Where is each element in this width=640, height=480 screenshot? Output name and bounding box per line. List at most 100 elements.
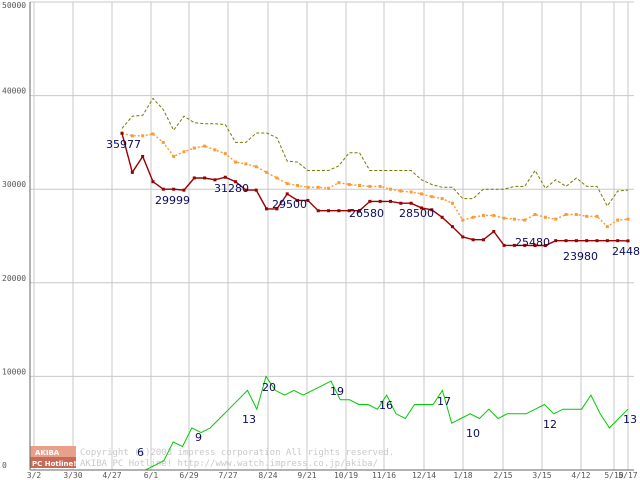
series-point-avg_price <box>337 181 341 185</box>
series-point-avg_price <box>172 154 176 158</box>
series-point-min_price <box>440 215 444 219</box>
series-point-avg_price <box>296 183 300 187</box>
series-point-min_price <box>265 207 269 211</box>
series-point-avg_price <box>285 182 289 186</box>
data-label: 19 <box>330 385 344 398</box>
watermark-logo-bottom <box>30 457 76 468</box>
series-point-min_price <box>337 209 341 213</box>
series-point-avg_price <box>419 192 423 196</box>
series-point-min_price <box>481 238 485 242</box>
x-tick-label: 3/15 <box>532 471 551 480</box>
data-label: 25480 <box>515 236 550 249</box>
series-point-avg_price <box>543 215 547 219</box>
axes <box>29 2 634 471</box>
series-point-avg_price <box>327 186 331 190</box>
series-point-min_price <box>316 209 320 213</box>
series-point-avg_price <box>533 212 537 216</box>
series-point-min_price <box>605 239 609 243</box>
data-label: 13 <box>623 413 637 426</box>
series-point-min_price <box>626 239 630 243</box>
series-point-avg_price <box>306 185 310 189</box>
series-point-avg_price <box>564 212 568 216</box>
data-label: 10 <box>466 427 480 440</box>
series-layer <box>34 97 630 471</box>
y-tick-label: 10000 <box>2 367 26 376</box>
series-point-min_price <box>543 244 547 248</box>
series-point-avg_price <box>523 218 527 222</box>
series-point-min_price <box>203 176 207 180</box>
data-label: 6 <box>137 446 144 459</box>
series-point-avg_price <box>347 183 351 187</box>
series-point-avg_price <box>440 197 444 201</box>
x-tick-label: 1/18 <box>453 471 472 480</box>
series-point-avg_price <box>265 170 269 174</box>
series-point-min_price <box>161 187 165 191</box>
series-point-min_price <box>502 243 506 247</box>
series-point-min_price <box>512 243 516 247</box>
series-point-avg_price <box>141 134 145 138</box>
series-point-min_price <box>492 230 496 234</box>
x-tick-label: 5/10 <box>604 471 623 480</box>
series-point-avg_price <box>182 150 186 154</box>
series-point-min_price <box>223 175 227 179</box>
data-label: 29999 <box>155 194 190 207</box>
series-point-avg_price <box>605 225 609 229</box>
series-point-avg_price <box>203 144 207 148</box>
series-point-avg_price <box>554 217 558 221</box>
series-point-min_price <box>450 225 454 229</box>
series-point-min_price <box>358 209 362 213</box>
series-point-avg_price <box>316 185 320 189</box>
series-point-min_price <box>275 207 279 211</box>
series-point-min_price <box>471 238 475 242</box>
series-point-avg_price <box>461 218 465 222</box>
series-point-avg_price <box>388 187 392 191</box>
series-point-avg_price <box>481 213 485 217</box>
y-tick-label: 40000 <box>2 87 26 96</box>
series-point-avg_price <box>595 214 599 218</box>
series-point-min_price <box>296 198 300 202</box>
data-label: 35977 <box>106 138 141 151</box>
series-point-min_price <box>254 188 258 192</box>
series-point-avg_price <box>234 160 238 164</box>
series-point-avg_price <box>161 140 165 144</box>
data-label: 16 <box>379 399 393 412</box>
series-point-min_price <box>120 131 124 135</box>
series-point-min_price <box>368 199 372 203</box>
series-point-avg_price <box>192 146 196 150</box>
watermark: AKIBA PC Hotline! Copyright (c)2003 impr… <box>30 446 394 469</box>
x-tick-label: 12/14 <box>412 471 436 480</box>
series-point-min_price <box>192 176 196 180</box>
series-point-avg_price <box>512 217 516 221</box>
series-point-min_price <box>554 239 558 243</box>
series-point-avg_price <box>626 217 630 221</box>
data-label: 12 <box>543 418 557 431</box>
data-label: 20 <box>262 381 276 394</box>
series-point-avg_price <box>368 184 372 188</box>
series-point-min_price <box>306 198 310 202</box>
y-tick-label: 0 <box>2 461 7 470</box>
series-point-avg_price <box>492 213 496 217</box>
data-label: 9 <box>195 431 202 444</box>
series-point-min_price <box>347 209 351 213</box>
series-point-avg_price <box>213 148 217 152</box>
series-point-min_price <box>399 201 403 205</box>
series-point-min_price <box>616 239 620 243</box>
series-point-avg_price <box>502 216 506 220</box>
data-label: 29500 <box>272 198 307 211</box>
series-point-min_price <box>130 170 134 174</box>
x-tick-label: 9/21 <box>297 471 316 480</box>
series-point-min_price <box>213 178 217 182</box>
series-point-avg_price <box>430 195 434 199</box>
x-tick-label: 3/30 <box>63 471 82 480</box>
series-point-avg_price <box>616 218 620 222</box>
series-point-min_price <box>388 199 392 203</box>
x-tick-label: 6/1 <box>144 471 159 480</box>
series-point-min_price <box>430 208 434 212</box>
series-point-avg_price <box>223 152 227 156</box>
series-point-avg_price <box>471 215 475 219</box>
series-point-min_price <box>595 239 599 243</box>
series-point-avg_price <box>275 176 279 180</box>
series-point-min_price <box>378 199 382 203</box>
